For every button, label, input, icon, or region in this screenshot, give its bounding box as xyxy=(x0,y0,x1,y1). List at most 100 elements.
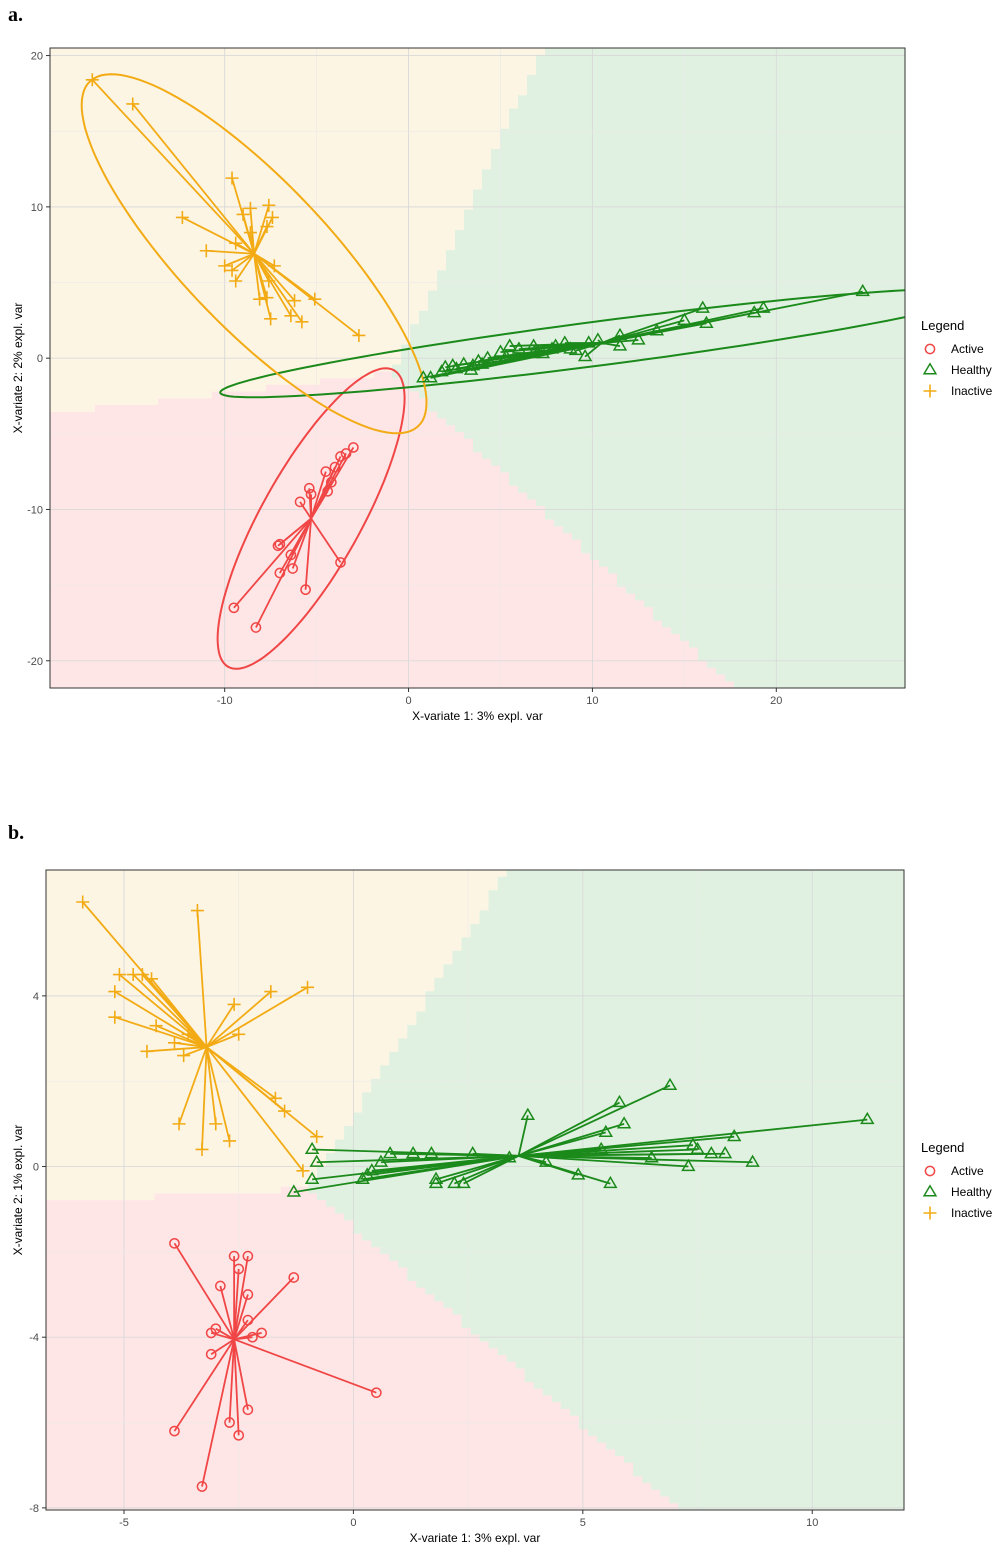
point-active xyxy=(274,538,286,550)
spoke-healthy xyxy=(518,1155,611,1185)
point-inactive xyxy=(278,1104,292,1118)
point-healthy xyxy=(405,1146,421,1159)
point-healthy xyxy=(424,1146,439,1159)
spoke-inactive xyxy=(187,1033,208,1048)
point-active xyxy=(205,1348,217,1360)
point-healthy xyxy=(538,1154,554,1167)
gridlines xyxy=(50,48,905,688)
spoke-inactive xyxy=(178,1046,208,1125)
spoke-inactive xyxy=(201,1047,208,1150)
spoke-healthy xyxy=(518,1101,620,1157)
point-inactive xyxy=(260,291,274,305)
point-inactive xyxy=(243,226,257,240)
spoke-inactive xyxy=(155,1024,207,1048)
spoke-active xyxy=(233,1276,295,1340)
point-active xyxy=(371,1387,382,1399)
point-active xyxy=(169,1425,180,1437)
point-inactive xyxy=(85,73,99,87)
y-tick-label: -4 xyxy=(29,1332,39,1344)
spoke-inactive xyxy=(114,990,208,1048)
spoke-inactive xyxy=(253,253,360,337)
spoke-healthy xyxy=(518,1148,602,1157)
point-healthy xyxy=(662,1077,678,1091)
point-healthy xyxy=(548,338,563,351)
spoke-inactive xyxy=(206,249,255,255)
spoke-inactive xyxy=(253,205,270,255)
point-healthy xyxy=(612,338,628,351)
x-tick-label: -5 xyxy=(119,1517,129,1529)
x-axis-title: X-variate 1: 3% expl. var xyxy=(410,1531,541,1545)
point-healthy xyxy=(717,1146,733,1159)
spoke-active xyxy=(173,1338,235,1432)
point-active xyxy=(196,1481,208,1492)
chart-panel-b: -5 0 5 10 -8 -4 0 4 X-variate 1: 3% expl. var X-v… xyxy=(11,869,993,1545)
spoke-inactive xyxy=(150,978,208,1048)
y-axis-title: X-variate 2: 1% expl. var xyxy=(11,1125,25,1256)
y-tick-label: -10 xyxy=(27,504,43,516)
spoke-active xyxy=(310,471,327,519)
spoke-active xyxy=(233,1268,240,1340)
point-inactive xyxy=(232,1027,246,1041)
legend-key-healthy xyxy=(922,1184,938,1197)
point-active xyxy=(242,1404,254,1416)
spoke-inactive xyxy=(253,253,292,317)
point-inactive xyxy=(195,1142,209,1156)
y-tick-label: 0 xyxy=(33,1162,39,1174)
point-healthy xyxy=(359,1167,375,1180)
spoke-inactive xyxy=(205,1003,235,1048)
spoke-healthy xyxy=(293,1154,519,1194)
y-tick-label: 4 xyxy=(33,991,39,1003)
point-healthy xyxy=(726,1129,742,1142)
spoke-inactive xyxy=(114,1016,207,1048)
legend-label-active: Active xyxy=(951,342,984,356)
point-healthy xyxy=(544,341,560,354)
gridlines xyxy=(46,870,904,1510)
spoke-active xyxy=(310,518,342,563)
spoke-healthy xyxy=(518,1152,726,1157)
point-active xyxy=(322,485,333,497)
point-healthy xyxy=(445,358,460,371)
point-inactive xyxy=(253,292,267,306)
spoke-healthy xyxy=(601,339,639,344)
point-inactive xyxy=(260,220,274,234)
x-tick-label: 0 xyxy=(350,1517,356,1529)
point-healthy xyxy=(382,1146,398,1159)
point-active xyxy=(256,1327,267,1339)
point-inactive xyxy=(167,1036,181,1050)
point-healthy xyxy=(364,1163,380,1176)
point-healthy xyxy=(493,344,508,357)
spoke-inactive xyxy=(206,1046,318,1138)
spoke-active xyxy=(304,518,312,590)
legend-title: Legend xyxy=(921,1140,964,1155)
point-active xyxy=(340,448,352,459)
legend-label-inactive: Inactive xyxy=(951,1206,993,1220)
x-tick-label: 0 xyxy=(405,695,411,707)
point-inactive xyxy=(264,312,278,326)
point-active xyxy=(228,602,240,614)
point-healthy xyxy=(631,332,646,345)
x-axis-title: X-variate 1: 3% expl. var xyxy=(412,709,543,723)
point-healthy xyxy=(498,349,514,362)
point-inactive xyxy=(267,259,281,273)
point-active xyxy=(224,1417,235,1428)
point-healthy xyxy=(309,1154,324,1167)
spoke-healthy xyxy=(601,334,621,344)
point-healthy xyxy=(756,300,771,313)
spoke-inactive xyxy=(146,1046,207,1053)
point-active xyxy=(300,584,311,596)
point-inactive xyxy=(218,259,232,273)
point-active xyxy=(233,1263,245,1275)
y-tick-label: 0 xyxy=(37,353,43,365)
spoke-inactive xyxy=(206,1033,240,1048)
point-healthy xyxy=(603,1175,618,1189)
point-inactive xyxy=(199,244,213,258)
point-healthy xyxy=(428,1175,444,1189)
spoke-inactive xyxy=(253,253,261,300)
spoke-healthy xyxy=(518,1154,652,1159)
spoke-inactive xyxy=(205,1046,231,1142)
legend-key-inactive xyxy=(923,1206,937,1220)
point-inactive xyxy=(149,1019,163,1033)
point-inactive xyxy=(135,968,149,982)
point-inactive xyxy=(296,1164,310,1178)
point-active xyxy=(233,1429,245,1441)
